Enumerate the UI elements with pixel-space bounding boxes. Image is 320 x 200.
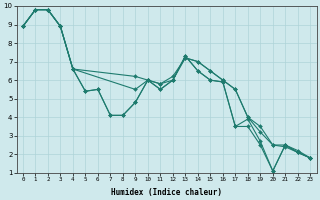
X-axis label: Humidex (Indice chaleur): Humidex (Indice chaleur) <box>111 188 222 197</box>
